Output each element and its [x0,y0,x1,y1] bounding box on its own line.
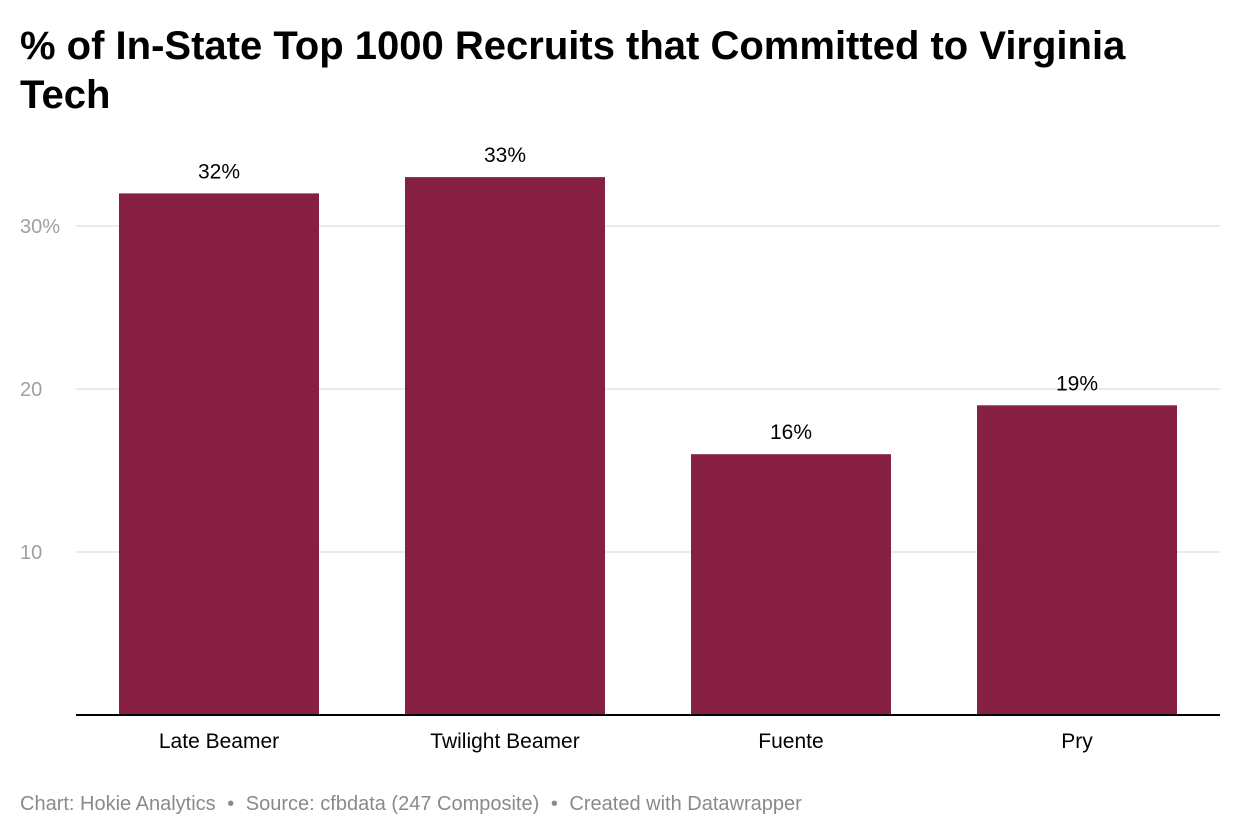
y-tick-label: 30% [20,216,60,238]
x-category-label: Fuente [758,730,823,753]
bar [119,193,319,715]
data-labels: 32% 33% 16% 19% [198,144,1098,444]
source-credit: Source: cfbdata (247 Composite) [245,793,540,815]
bars [119,177,1177,716]
footer-separator: • [227,793,235,815]
chart-footer: Chart: Hokie Analytics • Source: cfbdata… [20,793,802,816]
bar-value-label: 16% [770,421,812,444]
bar [405,177,605,716]
bar-value-label: 19% [1056,372,1098,395]
bar [977,405,1177,715]
created-with-credit: Created with Datawrapper [569,793,802,815]
bar-value-label: 32% [198,160,240,183]
y-tick-label: 20 [20,379,42,401]
x-category-label: Pry [1061,730,1093,753]
y-tick-label: 10 [20,542,42,564]
chart-title: % of In-State Top 1000 Recruits that Com… [20,24,1126,117]
x-category-label: Late Beamer [159,730,279,753]
y-axis-tick-labels: 10 20 30% [20,216,60,564]
chart-credit: Chart: Hokie Analytics [20,793,216,815]
bar-value-label: 33% [484,144,526,167]
bar-chart: 10 20 30% 32% 33% 16% 19% Late Beamer Twilight… [20,144,1220,753]
x-category-label: Twilight Beamer [430,730,579,753]
bar [691,454,891,715]
x-axis-category-labels: Late Beamer Twilight Beamer Fuente Pry [159,730,1093,753]
footer-separator: • [550,793,558,815]
